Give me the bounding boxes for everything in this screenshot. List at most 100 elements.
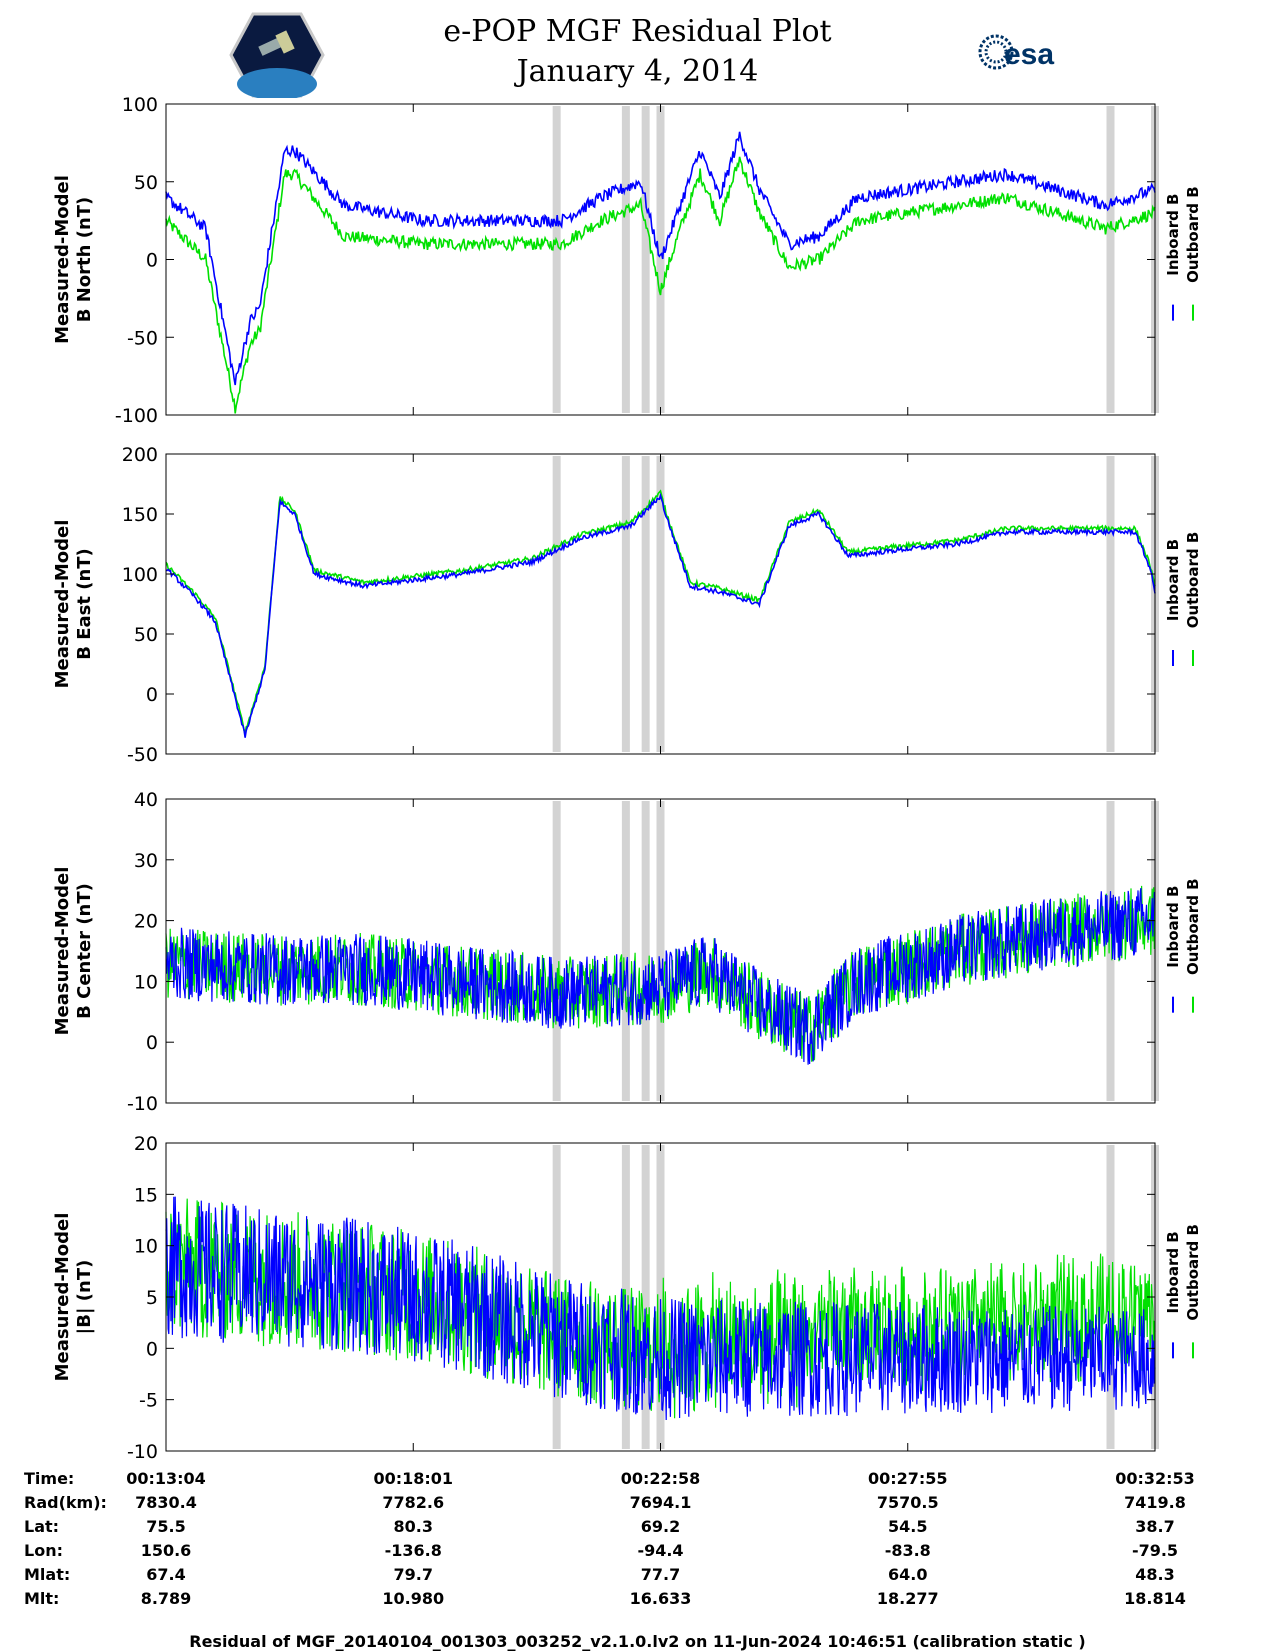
legend-label: Outboard B bbox=[1184, 186, 1202, 283]
data-gap-band bbox=[621, 456, 630, 752]
ephemeris-value: 48.3 bbox=[1135, 1565, 1174, 1584]
y-axis-label: B Center (nT) bbox=[74, 883, 95, 1019]
y-tick-label: 5 bbox=[146, 1287, 158, 1309]
y-tick-label: 100 bbox=[122, 564, 158, 586]
y-axis-label: B East (nT) bbox=[74, 548, 95, 660]
footer-caption: Residual of MGF_20140104_001303_003252_v… bbox=[189, 1632, 1086, 1651]
y-tick-label: 100 bbox=[122, 94, 158, 116]
data-gap-band bbox=[1106, 456, 1115, 752]
ephemeris-value: -94.4 bbox=[637, 1541, 683, 1560]
y-axis-label: Measured-Model bbox=[52, 520, 73, 689]
ephemeris-value: 00:22:58 bbox=[621, 1469, 701, 1488]
data-gap-band bbox=[656, 106, 665, 413]
inboard-series-line bbox=[165, 1196, 1156, 1421]
ephemeris-value: -83.8 bbox=[885, 1541, 931, 1560]
ephemeris-value: 00:32:53 bbox=[1115, 1469, 1195, 1488]
ephemeris-value: 54.5 bbox=[888, 1517, 927, 1536]
y-tick-label: -5 bbox=[139, 1390, 158, 1412]
legend-label: Outboard B bbox=[1184, 1224, 1202, 1321]
outboard-series-line bbox=[165, 885, 1156, 1062]
y-tick-label: -100 bbox=[115, 405, 158, 427]
legend-label: Outboard B bbox=[1184, 532, 1202, 629]
ephemeris-row-label: Mlt: bbox=[24, 1589, 59, 1608]
plot-title: e-POP MGF Residual Plot bbox=[443, 14, 832, 49]
inboard-series-line bbox=[165, 887, 1156, 1065]
plot-date: January 4, 2014 bbox=[516, 54, 759, 89]
data-gap-band bbox=[641, 1145, 650, 1449]
y-tick-label: 10 bbox=[134, 1236, 158, 1258]
outboard-series-line bbox=[165, 156, 1156, 414]
data-gap-band bbox=[641, 106, 650, 413]
y-tick-label: 0 bbox=[146, 684, 158, 706]
legend-label: Inboard B bbox=[1164, 194, 1182, 276]
ephemeris-value: 16.633 bbox=[630, 1589, 692, 1608]
ephemeris-value: 150.6 bbox=[141, 1541, 192, 1560]
ephemeris-value: 77.7 bbox=[641, 1565, 680, 1584]
y-tick-label: -10 bbox=[127, 1093, 158, 1115]
ephemeris-value: 38.7 bbox=[1135, 1517, 1174, 1536]
ephemeris-value: 64.0 bbox=[888, 1565, 927, 1584]
cassiope-logo-icon bbox=[229, 12, 325, 98]
ephemeris-row-label: Time: bbox=[24, 1469, 74, 1488]
y-tick-label: -10 bbox=[127, 1441, 158, 1463]
y-axis-label: Measured-Model bbox=[52, 1213, 73, 1382]
ephemeris-value: -136.8 bbox=[385, 1541, 442, 1560]
ephemeris-value: 7782.6 bbox=[382, 1493, 444, 1512]
data-gap-band bbox=[641, 456, 650, 752]
inboard-series-line bbox=[166, 492, 1156, 738]
y-axis-label: B North (nT) bbox=[74, 197, 95, 323]
outboard-series-line bbox=[165, 489, 1156, 735]
data-gap-band bbox=[621, 106, 630, 413]
data-gap-band bbox=[1106, 106, 1115, 413]
data-gap-band bbox=[641, 801, 650, 1101]
ephemeris-row-label: Lon: bbox=[24, 1541, 63, 1560]
ephemeris-value: 7830.4 bbox=[135, 1493, 197, 1512]
ephemeris-value: 00:27:55 bbox=[868, 1469, 948, 1488]
ephemeris-row-label: Lat: bbox=[24, 1517, 59, 1536]
data-gap-band bbox=[656, 456, 665, 752]
data-gap-band bbox=[656, 801, 665, 1101]
ephemeris-value: 69.2 bbox=[641, 1517, 680, 1536]
y-tick-label: -50 bbox=[127, 744, 158, 766]
legend-label: Inboard B bbox=[1164, 886, 1182, 968]
ephemeris-value: 18.277 bbox=[877, 1589, 939, 1608]
ephemeris-value: 18.814 bbox=[1124, 1589, 1186, 1608]
y-tick-label: 0 bbox=[146, 250, 158, 272]
y-axis-label: |B| (nT) bbox=[74, 1260, 95, 1335]
y-tick-label: 200 bbox=[122, 444, 158, 466]
y-tick-label: 0 bbox=[146, 1338, 158, 1360]
y-tick-label: 20 bbox=[134, 911, 158, 933]
esa-logo-icon: esa bbox=[978, 34, 1054, 71]
data-gap-band bbox=[552, 456, 561, 752]
data-gap-band bbox=[552, 106, 561, 413]
legend-label: Outboard B bbox=[1184, 878, 1202, 975]
ephemeris-value: 7570.5 bbox=[877, 1493, 939, 1512]
data-gap-band bbox=[656, 1145, 665, 1449]
ephemeris-value: 7419.8 bbox=[1124, 1493, 1186, 1512]
ephemeris-value: 67.4 bbox=[146, 1565, 185, 1584]
ephemeris-value: 75.5 bbox=[146, 1517, 185, 1536]
data-gap-band bbox=[552, 1145, 561, 1449]
data-gap-band bbox=[621, 801, 630, 1101]
ephemeris-value: 8.789 bbox=[141, 1589, 192, 1608]
inboard-series-line bbox=[165, 131, 1156, 386]
y-tick-label: 15 bbox=[134, 1184, 158, 1206]
y-tick-label: 50 bbox=[134, 624, 158, 646]
y-tick-label: 50 bbox=[134, 172, 158, 194]
legend-label: Inboard B bbox=[1164, 1231, 1182, 1313]
ephemeris-value: 00:18:01 bbox=[373, 1469, 453, 1488]
data-gap-band bbox=[1106, 1145, 1115, 1449]
y-tick-label: -50 bbox=[127, 327, 158, 349]
y-tick-label: 10 bbox=[134, 971, 158, 993]
y-axis-label: Measured-Model bbox=[52, 867, 73, 1036]
ephemeris-row-label: Mlat: bbox=[24, 1565, 70, 1584]
ephemeris-value: 80.3 bbox=[394, 1517, 433, 1536]
y-tick-label: 40 bbox=[134, 789, 158, 811]
y-tick-label: 150 bbox=[122, 504, 158, 526]
y-tick-label: 30 bbox=[134, 850, 158, 872]
legend-label: Inboard B bbox=[1164, 539, 1182, 621]
ephemeris-value: -79.5 bbox=[1132, 1541, 1178, 1560]
ephemeris-value: 00:13:04 bbox=[126, 1469, 206, 1488]
esa-logo-text: esa bbox=[1004, 38, 1054, 71]
